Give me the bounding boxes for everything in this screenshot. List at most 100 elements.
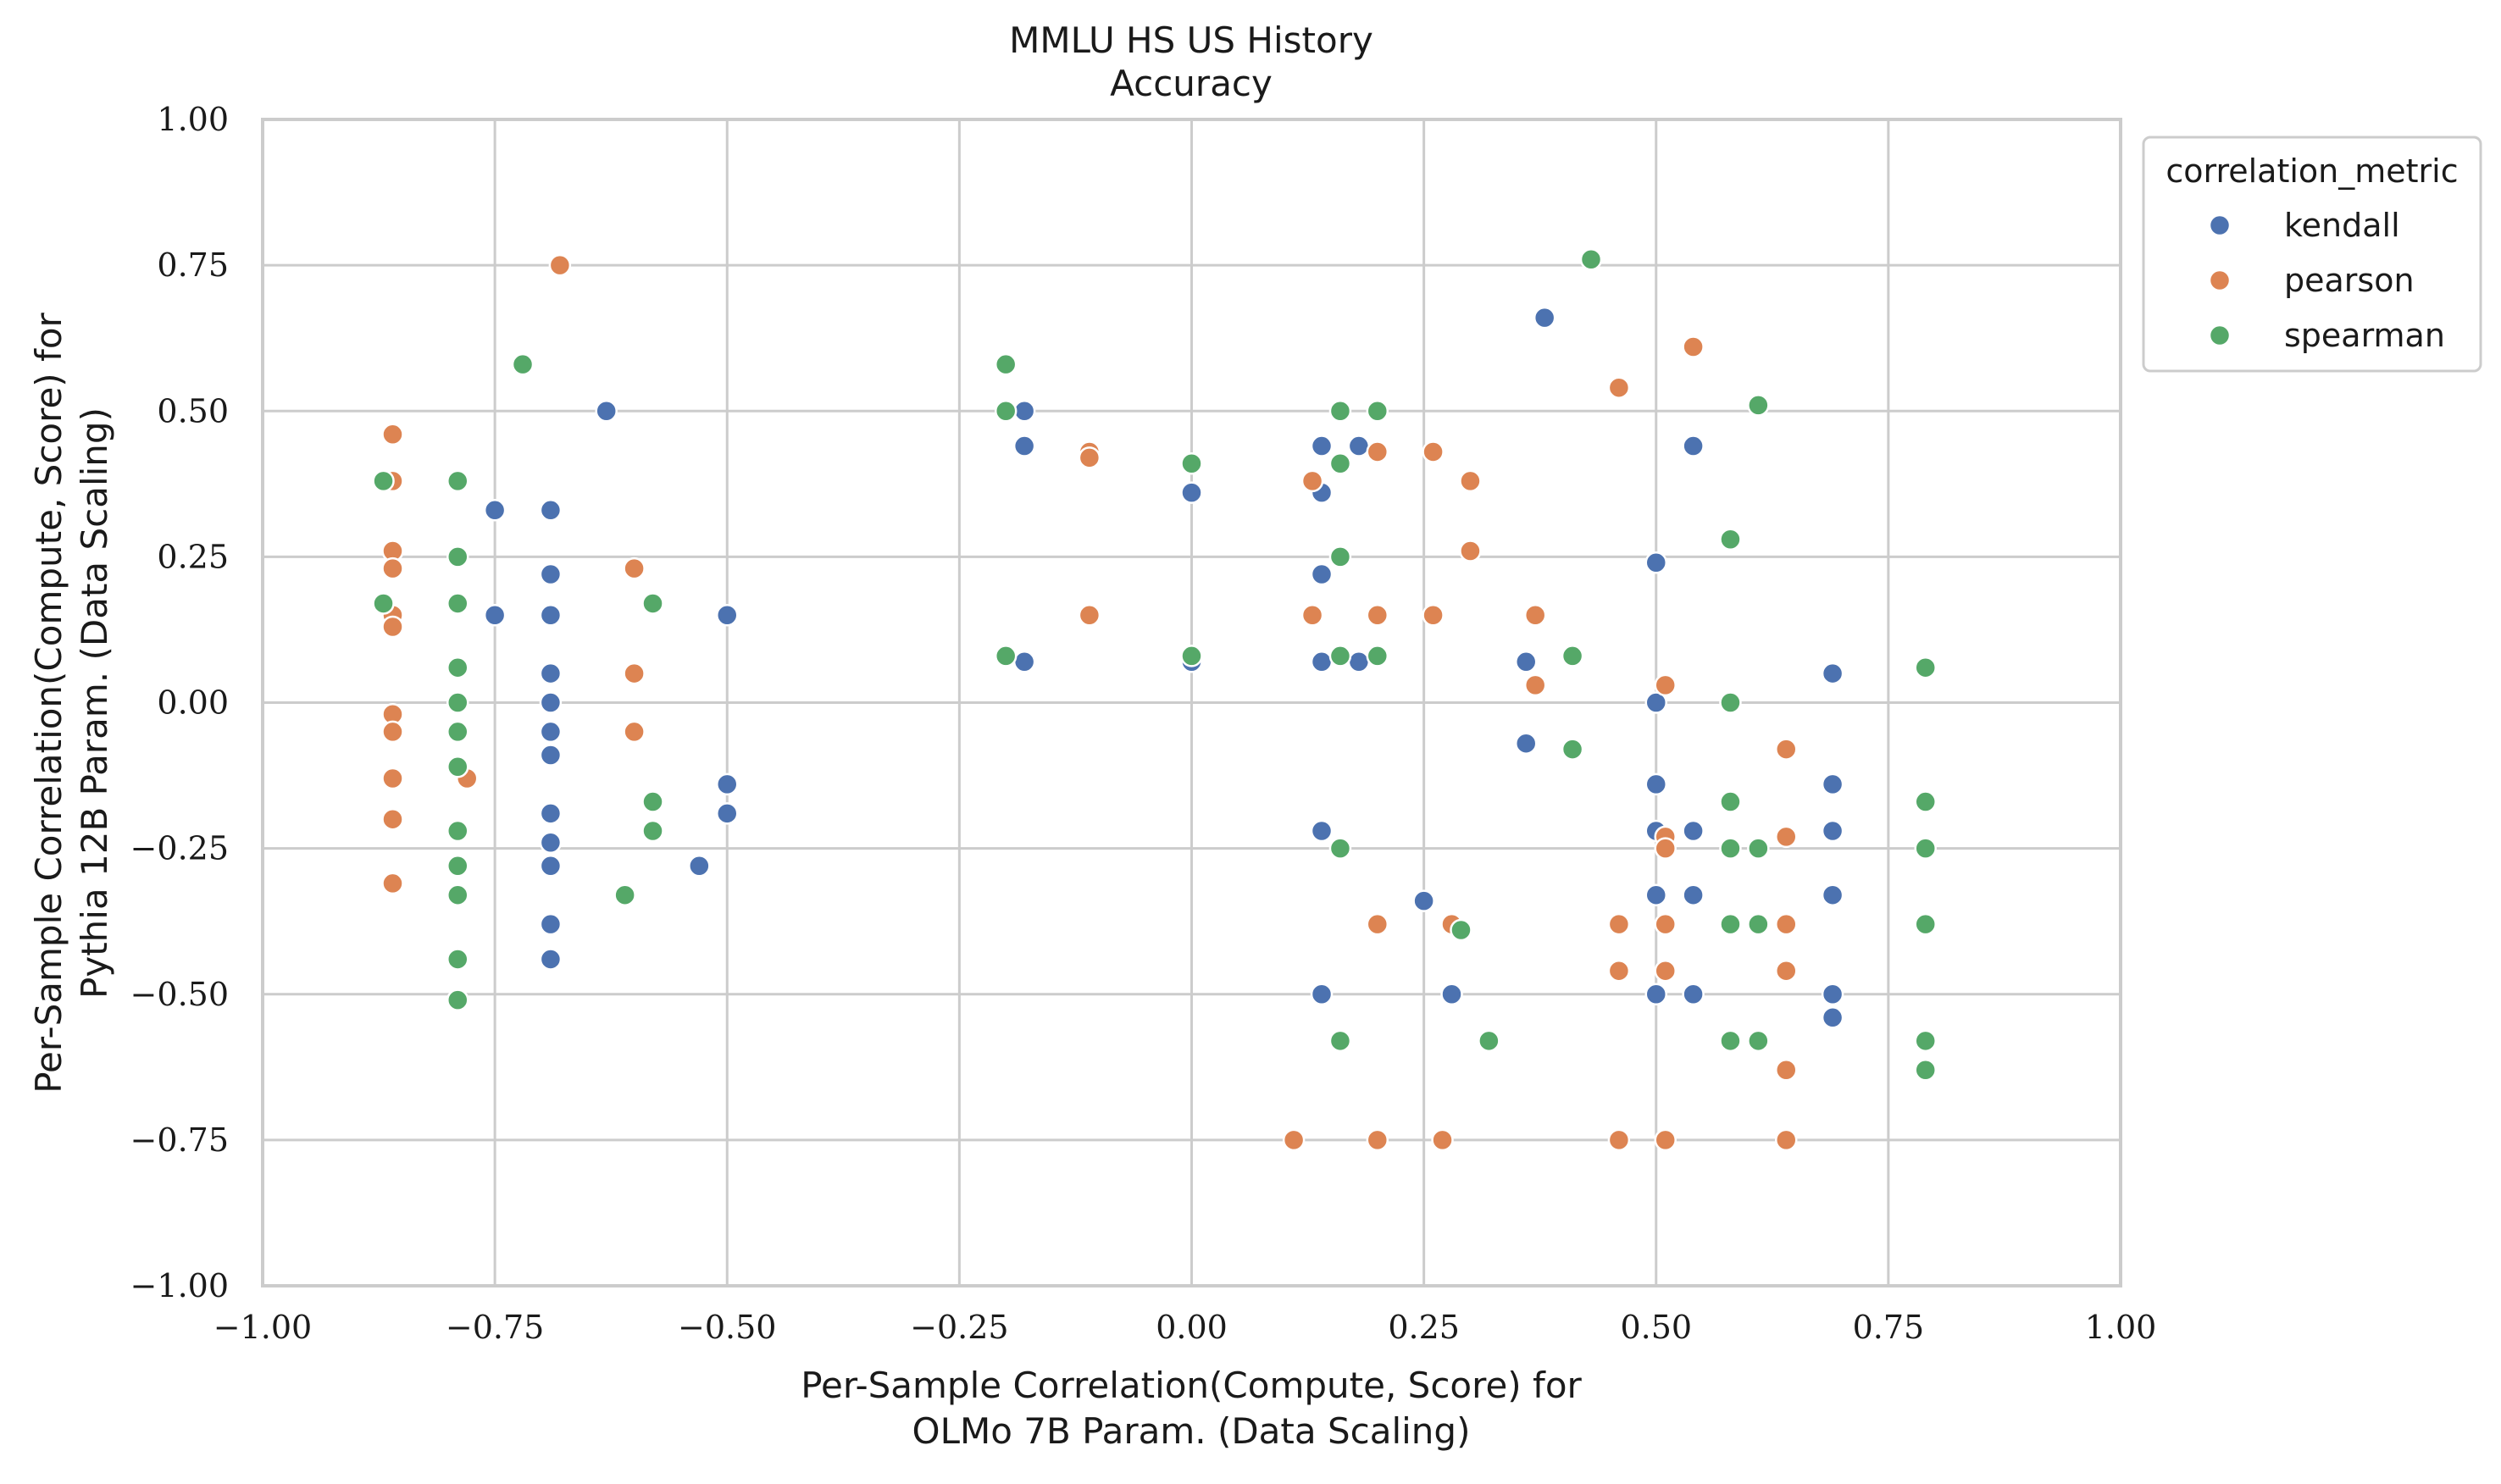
- spearman-point: [1328, 837, 1352, 860]
- spearman-point: [1719, 528, 1742, 551]
- spearman-point: [1747, 912, 1770, 936]
- pearson-point: [1431, 1128, 1454, 1152]
- pearson-point: [1607, 376, 1631, 399]
- pearson-point: [1775, 1128, 1798, 1152]
- pearson-point: [1459, 469, 1482, 493]
- pearson-point: [623, 662, 646, 685]
- x-tick-label: 0.75: [1853, 1309, 1925, 1346]
- spearman-point: [1914, 1029, 1937, 1053]
- kendall-point: [1821, 983, 1844, 1005]
- chart-title-line-1: MMLU HS US History: [1009, 19, 1373, 61]
- legend-marker-pearson: [2208, 269, 2232, 292]
- kendall-point: [1440, 983, 1463, 1005]
- legend: correlation_metric kendall pearson spearma…: [2142, 136, 2482, 373]
- spearman-point: [1914, 656, 1937, 679]
- plot-frame: [261, 118, 2122, 1287]
- y-tick-label: 1.00: [157, 101, 229, 138]
- pearson-point: [1422, 440, 1445, 463]
- x-tick-label: −1.00: [214, 1309, 312, 1346]
- pearson-point: [381, 556, 404, 580]
- spearman-point: [613, 883, 636, 906]
- spearman-point: [1719, 691, 1742, 714]
- kendall-point: [716, 772, 739, 796]
- kendall-point: [716, 802, 739, 825]
- kendall-point: [539, 912, 563, 936]
- pearson-point: [548, 253, 572, 277]
- pearson-point: [1078, 446, 1101, 469]
- pearson-point: [1078, 603, 1101, 627]
- spearman-point: [446, 656, 469, 679]
- spearman-point: [1719, 837, 1742, 860]
- spearman-point: [1914, 912, 1937, 936]
- spearman-point: [446, 819, 469, 843]
- legend-box: [2142, 136, 2482, 373]
- kendall-point: [1821, 772, 1844, 796]
- kendall-point: [1347, 435, 1371, 457]
- spearman-point: [511, 352, 535, 376]
- chart-title-line-2: Accuracy: [1110, 63, 1273, 104]
- pearson-point: [1775, 1059, 1798, 1082]
- spearman-point: [641, 790, 664, 813]
- spearman-point: [1328, 1029, 1352, 1053]
- legend-marker-spearman: [2208, 324, 2232, 347]
- x-tick-label: 1.00: [2085, 1309, 2157, 1346]
- kendall-point: [539, 720, 563, 744]
- spearman-point: [1719, 912, 1742, 936]
- kendall-point: [1310, 435, 1334, 457]
- x-tick-label: −0.25: [910, 1309, 1008, 1346]
- kendall-point: [1682, 435, 1705, 457]
- kendall-point: [1644, 883, 1667, 906]
- kendall-point: [1310, 651, 1334, 673]
- pearson-point: [1775, 825, 1798, 849]
- spearman-point: [1719, 1029, 1742, 1053]
- kendall-point: [1682, 819, 1705, 843]
- pearson-point: [1654, 1128, 1677, 1152]
- pearson-point: [1366, 1128, 1389, 1152]
- spearman-point: [1328, 451, 1352, 475]
- y-tick-label: −0.50: [130, 976, 229, 1013]
- spearman-point: [446, 720, 469, 744]
- spearman-point: [446, 948, 469, 971]
- pearson-point: [1654, 912, 1677, 936]
- pearson-point: [1775, 912, 1798, 936]
- y-tick-label: 0.75: [157, 246, 229, 284]
- spearman-point: [446, 755, 469, 778]
- spearman-point: [1328, 400, 1352, 423]
- pearson-point: [381, 423, 404, 446]
- pearson-point: [1366, 603, 1389, 627]
- x-tick-label: 0.25: [1388, 1309, 1460, 1346]
- spearman-point: [1561, 645, 1584, 667]
- kendall-point: [539, 948, 563, 971]
- kendall-point: [1682, 983, 1705, 1005]
- kendall-point: [539, 855, 563, 878]
- legend-entries: kendall pearson spearman: [2208, 207, 2445, 354]
- y-axis-label-line-1: Per-Sample Correlation(Compute, Score) f…: [28, 312, 69, 1093]
- spearman-point: [1180, 451, 1203, 475]
- spearman-point: [1366, 645, 1389, 667]
- spearman-point: [1914, 790, 1937, 813]
- legend-marker-kendall: [2208, 213, 2232, 237]
- legend-label-kendall: kendall: [2284, 207, 2400, 244]
- kendall-point: [1644, 772, 1667, 796]
- y-axis-label-line-2: Pythia 12B Param. (Data Scaling): [74, 407, 115, 999]
- kendall-point: [1310, 562, 1334, 586]
- pearson-point: [1607, 1128, 1631, 1152]
- pearson-point: [623, 556, 646, 580]
- y-tick-label: 0.00: [157, 684, 229, 722]
- spearman-point: [1579, 247, 1603, 271]
- kendall-point: [1821, 662, 1844, 685]
- spearman-point: [446, 883, 469, 906]
- pearson-point: [1607, 959, 1631, 983]
- kendall-point: [539, 744, 563, 767]
- spearman-point: [641, 592, 664, 615]
- spearman-point: [446, 691, 469, 714]
- spearman-point: [1719, 790, 1742, 813]
- pearson-point: [381, 615, 404, 639]
- pearson-point: [381, 720, 404, 744]
- spearman-point: [994, 645, 1018, 667]
- pearson-point: [623, 720, 646, 744]
- pearson-point: [1459, 540, 1482, 562]
- spearman-point: [372, 592, 395, 615]
- spearman-point: [994, 400, 1018, 423]
